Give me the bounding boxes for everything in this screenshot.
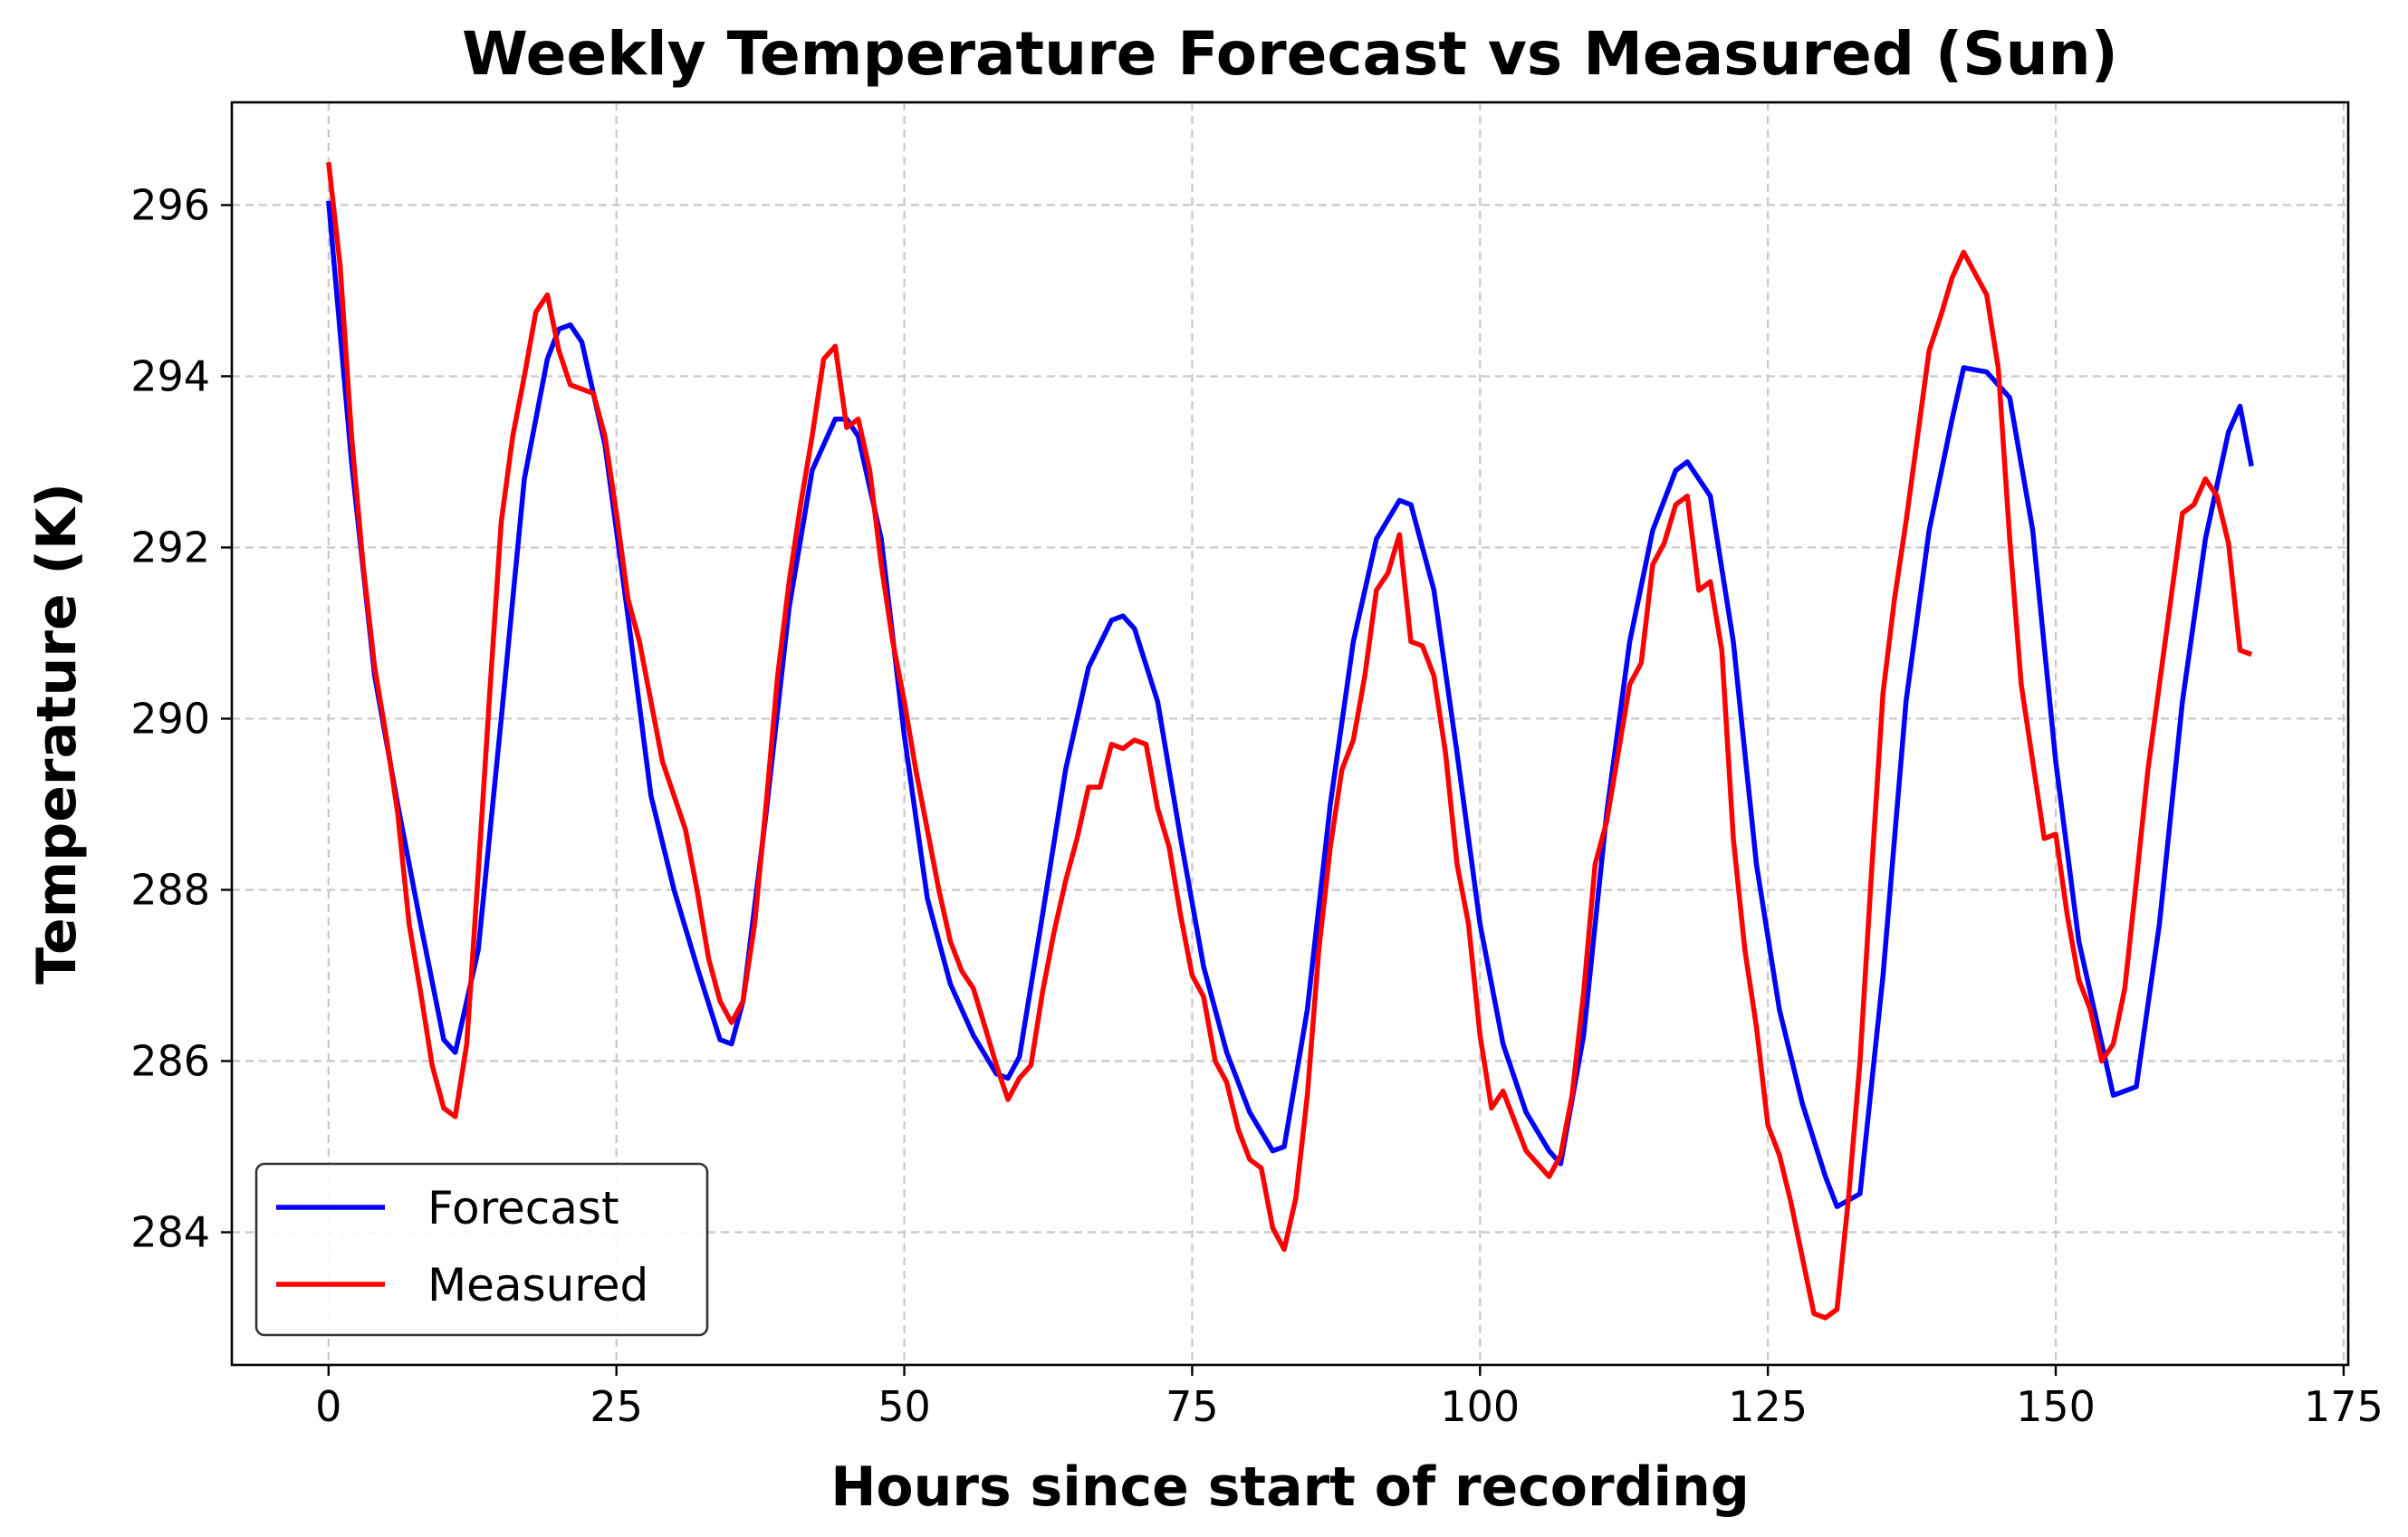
y-tick-label: 288 (130, 865, 210, 914)
x-tick-label: 50 (878, 1382, 931, 1431)
series-line-forecast (326, 200, 2254, 1209)
x-tick-label: 25 (590, 1382, 643, 1431)
x-tick-label: 0 (315, 1382, 341, 1431)
x-tick-label: 75 (1166, 1382, 1219, 1431)
chart-title: Weekly Temperature Forecast vs Measured … (462, 19, 2118, 89)
series-line-measured (326, 161, 2253, 1321)
series-lines (326, 161, 2254, 1321)
legend: Forecast Measured (254, 1162, 709, 1337)
y-tick-label: 296 (130, 180, 210, 229)
axis-ticks: 0 25 50 75 100 125 150 175 284 286 288 290 292 294 296 (130, 180, 2384, 1431)
y-axis-label: Temperature (K) (25, 483, 89, 985)
plot-frame (230, 101, 2350, 1367)
y-tick-label: 292 (130, 523, 210, 572)
x-axis-label: Hours since start of recording (830, 1455, 1750, 1519)
x-tick-label: 175 (2304, 1382, 2384, 1431)
legend-label-forecast: Forecast (427, 1182, 619, 1234)
x-tick-label: 150 (2016, 1382, 2096, 1431)
y-tick-label: 290 (130, 694, 210, 743)
y-tick-label: 284 (130, 1208, 210, 1257)
y-tick-label: 294 (130, 351, 210, 400)
x-tick-label: 100 (1440, 1382, 1520, 1431)
x-tick-label: 125 (1728, 1382, 1808, 1431)
legend-label-measured: Measured (427, 1259, 648, 1311)
y-tick-label: 286 (130, 1036, 210, 1085)
